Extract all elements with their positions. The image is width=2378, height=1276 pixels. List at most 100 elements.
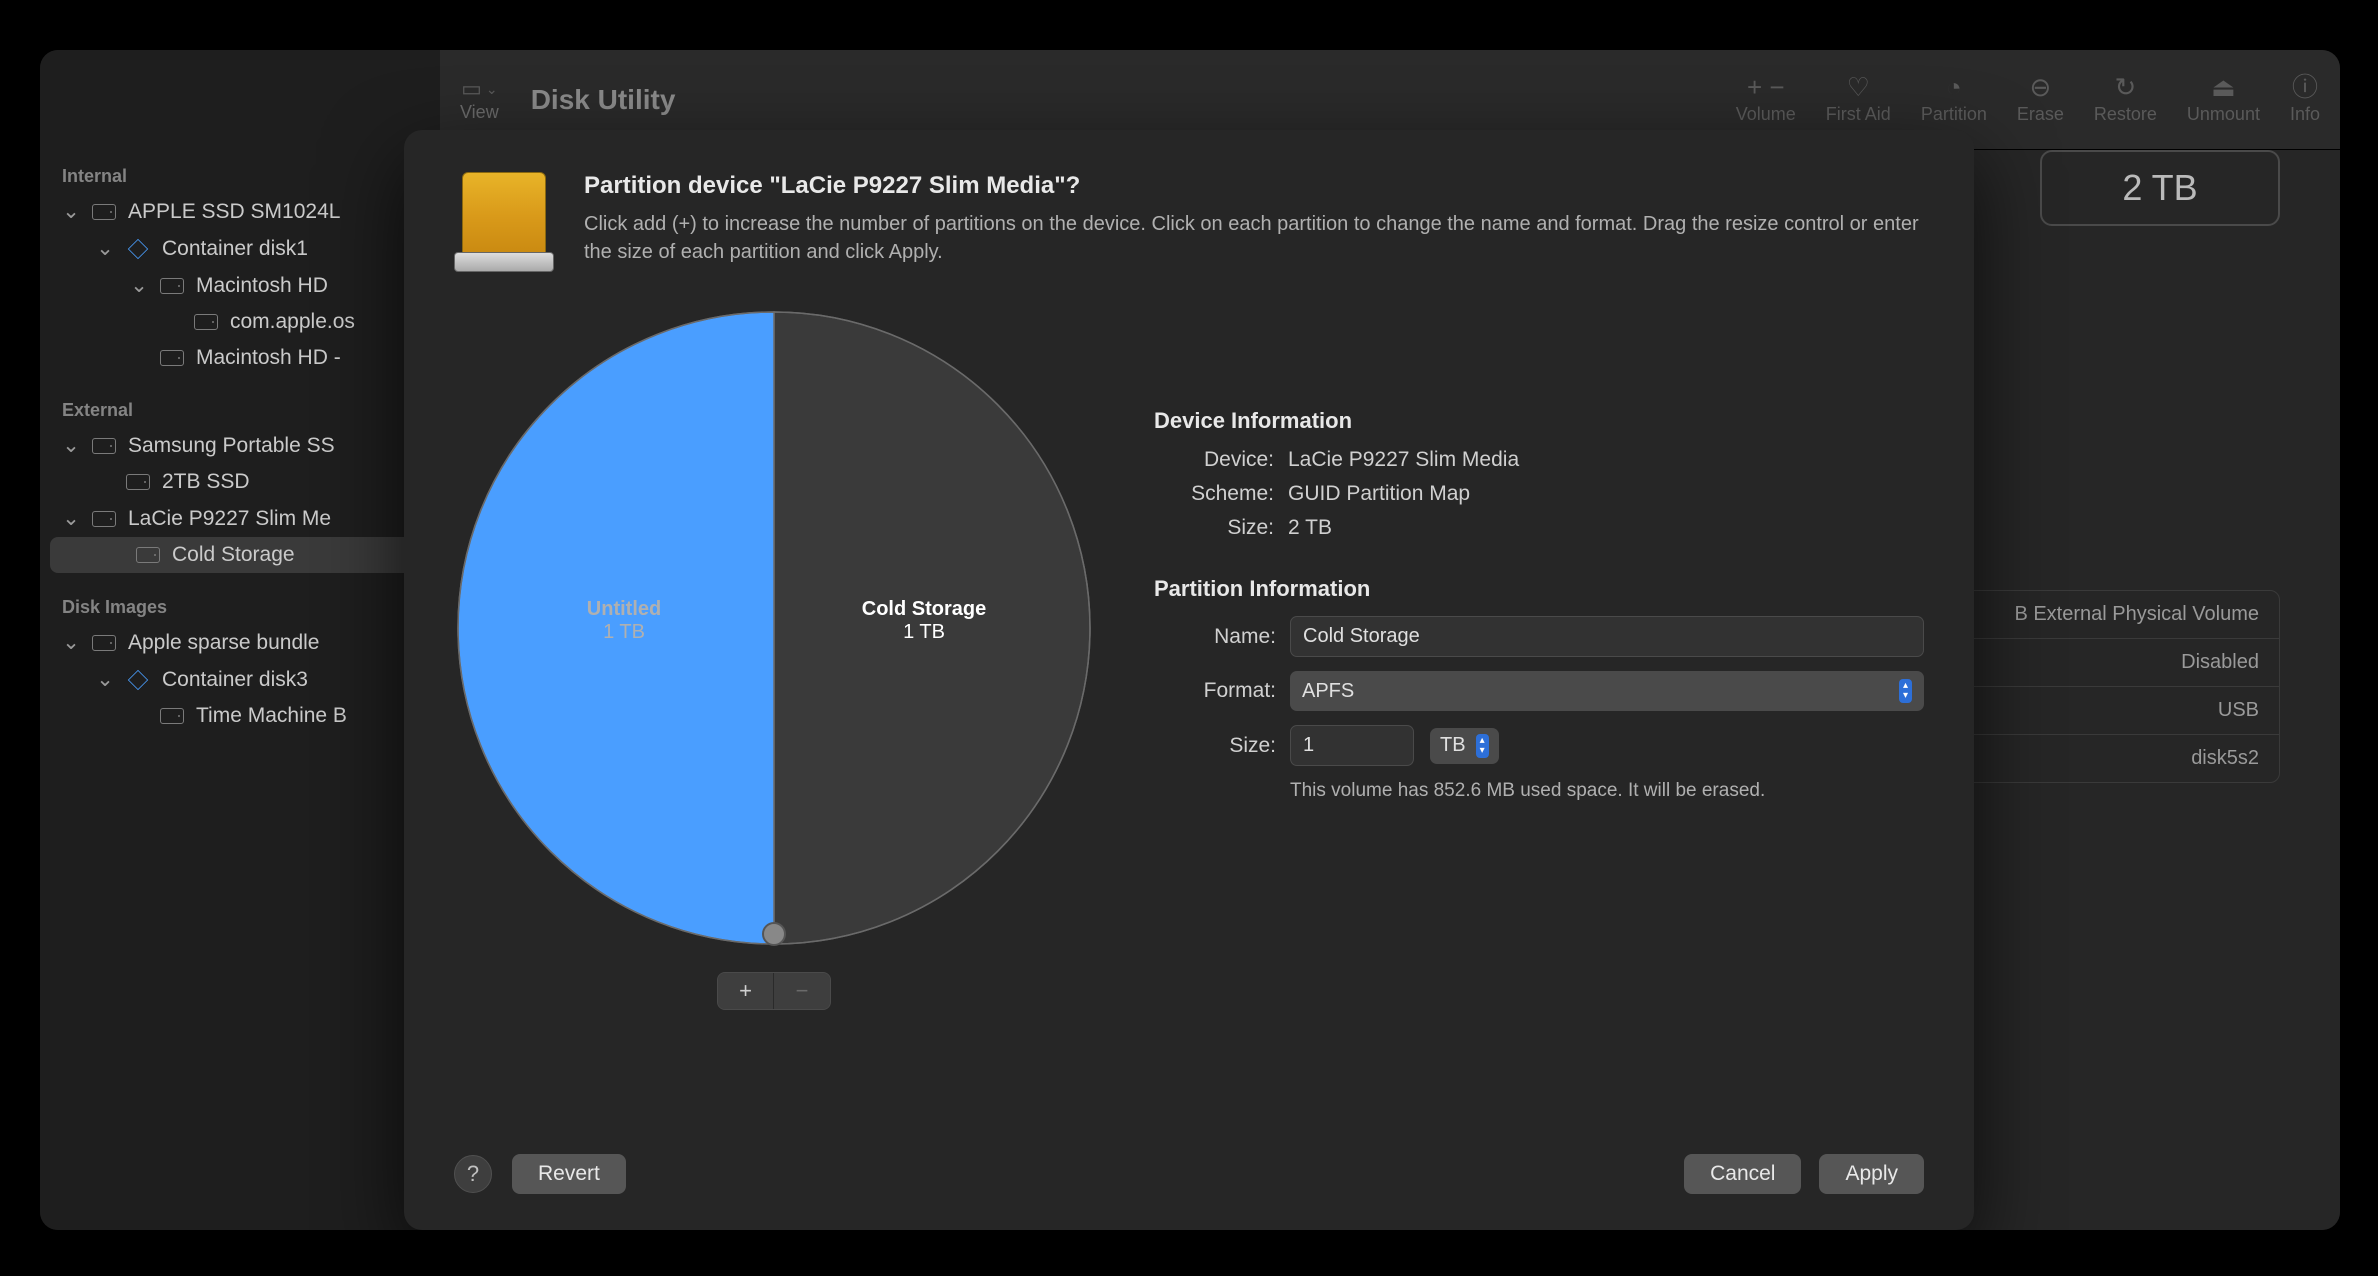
chevron-down-icon: ⌄ [486, 81, 498, 98]
partition-icon: ◔ [1946, 74, 1962, 100]
sidebar-item[interactable]: Time Machine B [40, 698, 440, 734]
sidebar-item[interactable]: ⌄ APPLE SSD SM1024L [40, 193, 440, 230]
format-select[interactable]: APFS ▴▾ [1290, 671, 1924, 711]
chevron-down-icon: ⌄ [62, 506, 80, 531]
toolbar-action-label: Unmount [2187, 104, 2260, 125]
pie-slice-label-cold-storage: Cold Storage 1 TB [834, 598, 1014, 644]
toolbar-action-erase[interactable]: ⊖ Erase [2017, 74, 2064, 125]
chevron-down-icon: ⌄ [62, 199, 80, 224]
size-hint: This volume has 852.6 MB used space. It … [1290, 780, 1924, 802]
revert-button[interactable]: Revert [512, 1154, 626, 1194]
device-info-row: Scheme:GUID Partition Map [1154, 482, 1924, 506]
size-unit-select[interactable]: TB ▴▾ [1430, 728, 1499, 764]
format-value: APFS [1302, 680, 1354, 703]
toolbar-action-label: Info [2290, 104, 2320, 125]
device-info-heading: Device Information [1154, 408, 1924, 434]
sidebar: Internal ⌄ APPLE SSD SM1024L ⌄Container dis… [40, 50, 440, 1230]
sidebar-item[interactable]: 2TB SSD [40, 464, 440, 500]
size-label: Size: [1154, 734, 1276, 758]
size-unit-value: TB [1440, 734, 1466, 757]
disk-icon [158, 348, 186, 368]
toolbar-action-label: First Aid [1826, 104, 1891, 125]
remove-partition-button[interactable]: − [774, 973, 830, 1009]
partition-size-input[interactable] [1290, 725, 1414, 766]
container-icon [124, 670, 152, 690]
sidebar-item[interactable]: ⌄ Macintosh HD [40, 267, 440, 304]
toolbar-action-unmount[interactable]: ⏏ Unmount [2187, 74, 2260, 125]
disk-icon [90, 633, 118, 653]
device-info-row: Size: 2 TB [1154, 516, 1924, 540]
sidebar-section-title: Disk Images [40, 591, 440, 624]
toolbar-action-first-aid[interactable]: ♡First Aid [1826, 74, 1891, 125]
sidebar-item-label: APPLE SSD SM1024L [128, 200, 340, 224]
sidebar-item-label: Time Machine B [196, 704, 347, 728]
unmount-icon: ⏏ [2211, 74, 2236, 100]
disk-icon [134, 545, 162, 565]
chevron-down-icon: ⌄ [62, 630, 80, 655]
sidebar-item-label: Macintosh HD - [196, 346, 341, 370]
window-title: Disk Utility [531, 84, 676, 116]
sidebar-item-label: Cold Storage [172, 543, 295, 567]
toolbar-action-volume[interactable]: + − Volume [1736, 74, 1796, 125]
partition-add-remove-group: + − [717, 972, 831, 1010]
container-icon [124, 239, 152, 259]
external-drive-icon [454, 172, 554, 272]
chevron-down-icon: ⌄ [96, 667, 114, 692]
sidebar-item[interactable]: ⌄Container disk3 [40, 661, 440, 698]
info-value: 2 TB [1288, 516, 1924, 540]
toolbar-action-label: Erase [2017, 104, 2064, 125]
partition-pie-chart[interactable]: Untitled 1 TB Cold Storage 1 TB [454, 308, 1094, 948]
restore-icon: ↻ [2115, 74, 2137, 100]
device-info-row: Device: LaCie P9227 Slim Media [1154, 448, 1924, 472]
sidebar-item-label: Samsung Portable SS [128, 434, 335, 458]
name-label: Name: [1154, 625, 1276, 649]
toolbar-action-partition[interactable]: ◔ Partition [1921, 74, 1987, 125]
disk-icon [90, 509, 118, 529]
chevron-down-icon: ⌄ [130, 273, 148, 298]
capacity-badge: 2 TB [2040, 150, 2280, 226]
partition-name-input[interactable] [1290, 616, 1924, 657]
sidebar-item-label: Apple sparse bundle [128, 631, 319, 655]
cancel-button[interactable]: Cancel [1684, 1154, 1801, 1194]
sidebar-item[interactable]: ⌄ Samsung Portable SS [40, 427, 440, 464]
disk-icon [158, 706, 186, 726]
sidebar-item-label: 2TB SSD [162, 470, 250, 494]
sidebar-toggle-icon: ▭ [461, 76, 482, 102]
sidebar-item[interactable]: Macintosh HD - [40, 340, 440, 376]
sidebar-section-title: External [40, 394, 440, 427]
toolbar-action-label: Partition [1921, 104, 1987, 125]
info-key: Size: [1154, 516, 1274, 540]
select-stepper-icon: ▴▾ [1476, 734, 1489, 758]
chevron-down-icon: ⌄ [96, 236, 114, 261]
view-label: View [460, 102, 499, 123]
disk-icon [192, 312, 220, 332]
sidebar-item[interactable]: Cold Storage [50, 537, 430, 573]
select-stepper-icon: ▴▾ [1899, 679, 1912, 703]
volume-icon: + − [1747, 74, 1785, 100]
sidebar-item[interactable]: ⌄LaCie P9227 Slim Me [40, 500, 440, 537]
dialog-title: Partition device "LaCie P9227 Slim Media… [584, 172, 1924, 200]
add-partition-button[interactable]: + [718, 973, 774, 1009]
apply-button[interactable]: Apply [1819, 1154, 1924, 1194]
info-icon: ⓘ [2292, 74, 2318, 100]
format-label: Format: [1154, 679, 1276, 703]
sidebar-item[interactable]: ⌄ Apple sparse bundle [40, 624, 440, 661]
view-button[interactable]: ▭ ⌄ View [460, 76, 499, 123]
toolbar-action-info[interactable]: ⓘ Info [2290, 74, 2320, 125]
sidebar-item-label: Macintosh HD [196, 274, 328, 298]
disk-icon [90, 202, 118, 222]
sidebar-item[interactable]: ⌄Container disk1 [40, 230, 440, 267]
toolbar-action-label: Volume [1736, 104, 1796, 125]
info-key: Device: [1154, 448, 1274, 472]
info-key: Scheme: [1154, 482, 1274, 506]
info-value: LaCie P9227 Slim Media [1288, 448, 1924, 472]
sidebar-item[interactable]: com.apple.os [40, 304, 440, 340]
toolbar-action-restore[interactable]: ↻ Restore [2094, 74, 2157, 125]
erase-icon: ⊖ [2029, 74, 2051, 100]
toolbar-action-label: Restore [2094, 104, 2157, 125]
disk-icon [124, 472, 152, 492]
chevron-down-icon: ⌄ [62, 433, 80, 458]
sidebar-section-title: Internal [40, 160, 440, 193]
help-button[interactable]: ? [454, 1155, 492, 1193]
pie-resize-handle[interactable] [762, 922, 786, 946]
